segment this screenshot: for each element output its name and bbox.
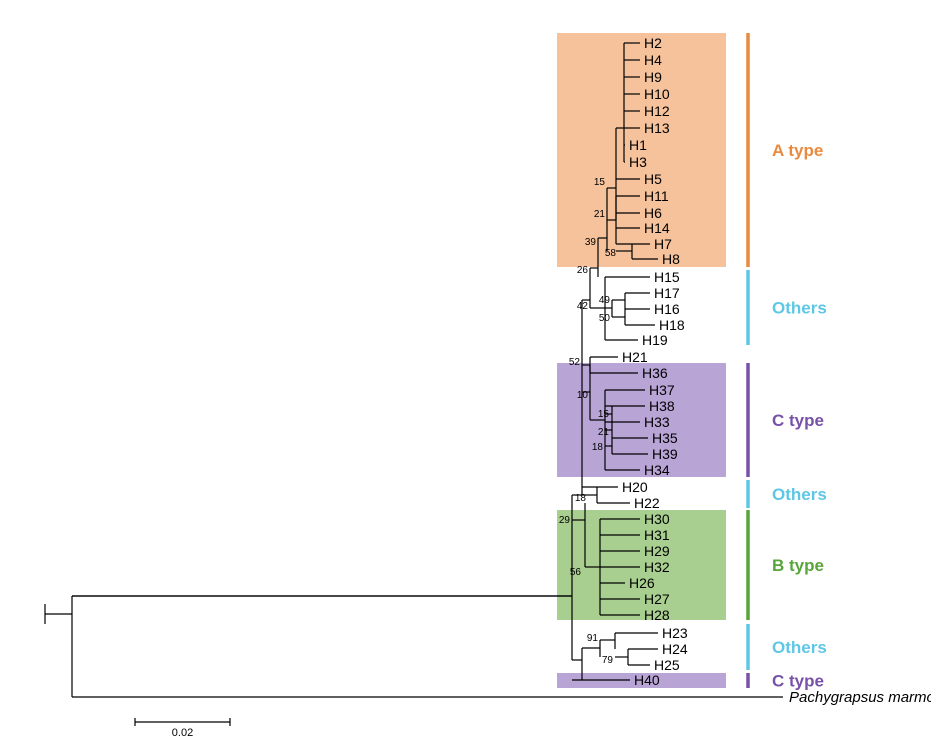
bootstrap-15: 15 [598,409,610,420]
leaf-label-H18: H18 [659,317,685,333]
group-label-c-type-6: C type [772,672,824,691]
group-label-c-type-2: C type [772,411,824,430]
group-label-b-type-4: B type [772,556,824,575]
scale-label: 0.02 [172,727,193,739]
leaf-label-H7: H7 [654,236,672,252]
leaf-label-H16: H16 [654,301,680,317]
bootstrap-29: 29 [559,515,571,526]
leaf-label-H28: H28 [644,607,670,623]
bootstrap-18: 18 [575,493,587,504]
canvas-bg [0,0,931,746]
leaf-label-H22: H22 [634,495,660,511]
leaf-label-H19: H19 [642,332,668,348]
leaf-label-H33: H33 [644,414,670,430]
leaf-label-H25: H25 [654,657,680,673]
leaf-label-H9: H9 [644,69,662,85]
bootstrap-52: 52 [569,357,581,368]
phylogenetic-tree: 152158392649504252101521181856299179H2H4… [0,0,931,746]
leaf-label-H24: H24 [662,641,688,657]
bootstrap-79: 79 [602,655,614,666]
leaf-label-H27: H27 [644,591,670,607]
leaf-label-H14: H14 [644,220,670,236]
leaf-label-H8: H8 [662,251,680,267]
leaf-label-H12: H12 [644,103,670,119]
leaf-label-H10: H10 [644,86,670,102]
leaf-label-H31: H31 [644,527,670,543]
bootstrap-21: 21 [598,427,610,438]
leaf-label-H26: H26 [629,575,655,591]
leaf-label-H34: H34 [644,462,670,478]
bootstrap-91: 91 [587,633,599,644]
leaf-label-H6: H6 [644,205,662,221]
leaf-label-H4: H4 [644,52,662,68]
bootstrap-26: 26 [577,265,589,276]
leaf-label-H11: H11 [644,188,669,204]
leaf-label-H1: H1 [629,137,647,153]
leaf-label-H39: H39 [652,446,678,462]
leaf-label-H20: H20 [622,479,648,495]
leaf-label-H21: H21 [622,349,648,365]
bootstrap-21: 21 [594,209,606,220]
leaf-label-H15: H15 [654,269,680,285]
leaf-label-H37: H37 [649,382,675,398]
leaf-label-H3: H3 [629,154,647,170]
group-box-b-type [557,510,726,620]
bootstrap-39: 39 [585,237,597,248]
leaf-label-H38: H38 [649,398,675,414]
leaf-label-H5: H5 [644,171,662,187]
group-label-others-5: Others [772,638,827,657]
leaf-label-H36: H36 [642,365,668,381]
group-label-others-3: Others [772,485,827,504]
leaf-label-H23: H23 [662,625,688,641]
bootstrap-42: 42 [577,301,589,312]
leaf-label-H13: H13 [644,120,670,136]
group-label-a-type-0: A type [772,141,823,160]
leaf-label-H2: H2 [644,35,662,51]
bootstrap-15: 15 [594,177,606,188]
leaf-label-H17: H17 [654,285,680,301]
bootstrap-18: 18 [592,442,604,453]
outgroup-label: Pachygrapsus marmoratus [789,689,931,706]
group-label-others-1: Others [772,299,827,318]
leaf-label-H35: H35 [652,430,678,446]
leaf-label-H40: H40 [634,672,660,688]
leaf-label-H29: H29 [644,543,670,559]
leaf-label-H30: H30 [644,511,670,527]
leaf-label-H32: H32 [644,559,670,575]
